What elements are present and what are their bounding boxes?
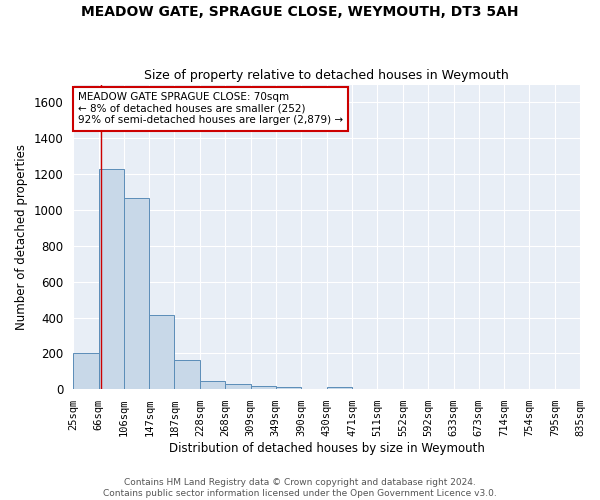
Bar <box>124 198 149 389</box>
Bar <box>326 387 352 389</box>
Bar <box>175 360 200 389</box>
Bar <box>225 384 251 389</box>
Text: Contains HM Land Registry data © Crown copyright and database right 2024.
Contai: Contains HM Land Registry data © Crown c… <box>103 478 497 498</box>
X-axis label: Distribution of detached houses by size in Weymouth: Distribution of detached houses by size … <box>169 442 484 455</box>
Bar <box>200 381 225 389</box>
Bar <box>251 386 276 389</box>
Text: MEADOW GATE SPRAGUE CLOSE: 70sqm
← 8% of detached houses are smaller (252)
92% o: MEADOW GATE SPRAGUE CLOSE: 70sqm ← 8% of… <box>78 92 343 126</box>
Text: MEADOW GATE, SPRAGUE CLOSE, WEYMOUTH, DT3 5AH: MEADOW GATE, SPRAGUE CLOSE, WEYMOUTH, DT… <box>81 5 519 19</box>
Title: Size of property relative to detached houses in Weymouth: Size of property relative to detached ho… <box>144 69 509 82</box>
Bar <box>98 169 124 389</box>
Bar <box>149 315 175 389</box>
Bar <box>276 387 301 389</box>
Y-axis label: Number of detached properties: Number of detached properties <box>15 144 28 330</box>
Bar <box>73 354 98 389</box>
